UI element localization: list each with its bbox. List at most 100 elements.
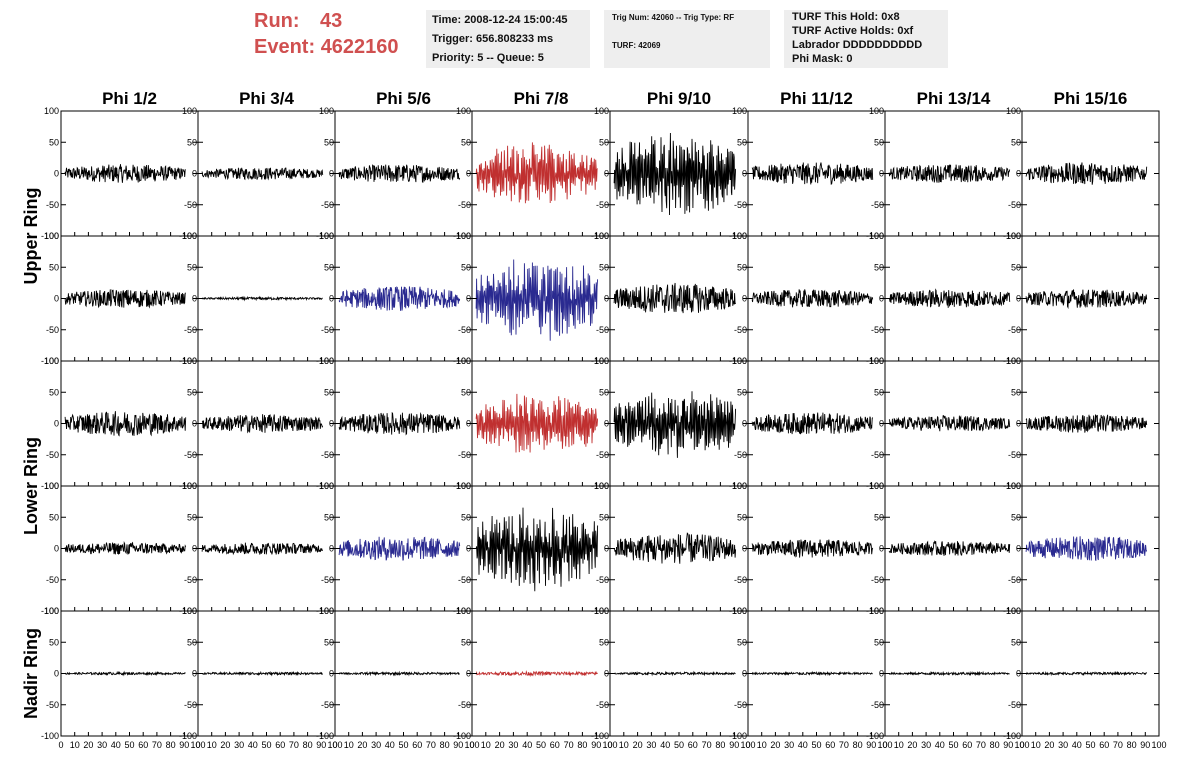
waveform-r1-c8 [1025, 162, 1148, 185]
ytick-label-right-r2-c6-1: 50 [874, 262, 884, 272]
ytick-label-right-r5-c4-0: 100 [594, 606, 609, 616]
ytick-label-right-r3-c2-3: -50 [321, 450, 334, 460]
waveform-r3-c4 [475, 393, 599, 453]
column-header-5: Phi 9/10 [647, 89, 711, 108]
ytick-label-right-r4-c1-2: 0 [192, 544, 197, 554]
xtick-label-c3-2: 20 [357, 740, 367, 750]
ytick-label-right-r3-c1-0: 100 [182, 356, 197, 366]
ytick-label-right-r1-c3-1: 50 [461, 137, 471, 147]
waveform-r1-c1 [64, 164, 186, 183]
xtick-label-c8-7: 70 [1113, 740, 1123, 750]
column-header-4: Phi 7/8 [514, 89, 569, 108]
ytick-label-right-r5-c6-4: -100 [866, 731, 884, 741]
ytick-label-left-r2-3: -50 [46, 325, 59, 335]
waveform-r2-c1 [64, 288, 186, 309]
xtick-label-c8-6: 60 [1099, 740, 1109, 750]
xtick-label-c1-5: 50 [124, 740, 134, 750]
ytick-label-right-r1-c2-1: 50 [324, 137, 334, 147]
column-header-3: Phi 5/6 [376, 89, 431, 108]
panel-frame-r4-c6 [747, 485, 886, 612]
xtick-label-c7-7: 70 [976, 740, 986, 750]
xtick-label-c4-4: 40 [522, 740, 532, 750]
ytick-label-right-r3-c6-2: 0 [879, 419, 884, 429]
ytick-label-right-r4-c7-3: -50 [1008, 575, 1021, 585]
ytick-label-right-r2-c6-0: 100 [869, 231, 884, 241]
turf-hold-text: TURF This Hold: 0x8 [792, 11, 900, 23]
ytick-label-right-r1-c5-2: 0 [742, 169, 747, 179]
waveform-r1-c2 [201, 167, 324, 181]
ytick-label-right-r3-c7-1: 50 [1011, 387, 1021, 397]
turf-active-text: TURF Active Holds: 0xf [792, 25, 914, 37]
xtick-label-c6-2: 20 [770, 740, 780, 750]
trigger-text: Trigger: 656.808233 ms [432, 33, 554, 45]
ytick-label-right-r5-c7-0: 100 [1006, 606, 1021, 616]
waveform-r5-c2 [201, 670, 323, 677]
ring-label-2: Lower Ring [21, 437, 41, 535]
ytick-label-left-r5-4: -100 [41, 731, 59, 741]
ytick-label-right-r4-c3-2: 0 [466, 544, 471, 554]
xtick-label-c3-6: 60 [412, 740, 422, 750]
xtick-label-c5-7: 70 [702, 740, 712, 750]
event-label: Event: [254, 36, 316, 58]
xtick-label-c7-3: 30 [921, 740, 931, 750]
waveform-r2-c2 [201, 295, 323, 302]
xtick-label-c2-9: 90 [316, 740, 326, 750]
ytick-label-right-r1-c3-2: 0 [466, 169, 471, 179]
ytick-label-right-r1-c2-0: 100 [319, 106, 334, 116]
ytick-label-right-r4-c6-1: 50 [874, 512, 884, 522]
ytick-label-left-r1-2: 0 [54, 169, 59, 179]
ytick-label-right-r5-c1-2: 0 [192, 669, 197, 679]
xtick-label-c3-3: 30 [371, 740, 381, 750]
xtick-label-c6-6: 60 [825, 740, 835, 750]
xtick-label-c4-10: 100 [602, 740, 617, 750]
ytick-label-left-r4-3: -50 [46, 575, 59, 585]
event-value: 4622160 [320, 36, 399, 58]
ytick-label-right-r3-c6-0: 100 [869, 356, 884, 366]
xtick-label-c3-8: 80 [440, 740, 450, 750]
ytick-label-right-r3-c3-3: -50 [458, 450, 471, 460]
ytick-label-right-r2-c2-2: 0 [329, 294, 334, 304]
ytick-label-right-r2-c5-0: 100 [732, 231, 747, 241]
ytick-label-left-r1-3: -50 [46, 200, 59, 210]
waveform-r3-c8 [1025, 414, 1148, 433]
ytick-label-right-r5-c3-4: -100 [453, 731, 471, 741]
column-header-6: Phi 11/12 [780, 89, 853, 108]
waveform-r5-c3 [338, 670, 460, 677]
ytick-label-right-r4-c6-3: -50 [871, 575, 884, 585]
ytick-label-right-r5-c1-1: 50 [187, 637, 197, 647]
ytick-label-left-r4-4: -100 [41, 606, 59, 616]
ytick-label-left-r5-0: 100 [44, 606, 59, 616]
ytick-label-right-r3-c4-1: 50 [599, 387, 609, 397]
xtick-label-c3-10: 100 [464, 740, 479, 750]
waveform-r5-c8 [1026, 670, 1148, 677]
ytick-label-right-r5-c4-2: 0 [604, 669, 609, 679]
xtick-label-c7-9: 90 [1003, 740, 1013, 750]
xtick-label-c1-3: 30 [97, 740, 107, 750]
ytick-label-right-r5-c6-1: 50 [874, 637, 884, 647]
ytick-label-right-r5-c5-1: 50 [737, 637, 747, 647]
column-header-2: Phi 3/4 [239, 89, 294, 108]
column-header-7: Phi 13/14 [917, 89, 991, 108]
ytick-label-right-r4-c5-0: 100 [732, 481, 747, 491]
waveform-r4-c6 [751, 539, 874, 558]
waveform-r4-c3 [338, 536, 461, 561]
ytick-label-left-r1-4: -100 [41, 231, 59, 241]
ytick-label-right-r3-c1-3: -50 [184, 450, 197, 460]
xtick-label-c7-1: 10 [894, 740, 904, 750]
ytick-label-left-r3-4: -100 [41, 481, 59, 491]
xtick-label-c4-7: 70 [564, 740, 574, 750]
waveform-r3-c7 [888, 415, 1011, 432]
ytick-label-right-r2-c2-1: 50 [324, 262, 334, 272]
waveform-r5-c5 [613, 670, 736, 677]
xtick-label-c5-3: 30 [646, 740, 656, 750]
ytick-label-right-r5-c4-3: -50 [596, 700, 609, 710]
ytick-label-left-r2-4: -100 [41, 356, 59, 366]
ytick-label-left-r4-2: 0 [54, 544, 59, 554]
waveform-r3-c1 [64, 411, 187, 437]
ytick-label-right-r5-c7-2: 0 [1016, 669, 1021, 679]
ytick-label-right-r4-c1-3: -50 [184, 575, 197, 585]
ytick-label-right-r4-c5-2: 0 [742, 544, 747, 554]
xtick-label-c2-2: 20 [220, 740, 230, 750]
ytick-label-right-r4-c3-3: -50 [458, 575, 471, 585]
ytick-label-left-r3-3: -50 [46, 450, 59, 460]
